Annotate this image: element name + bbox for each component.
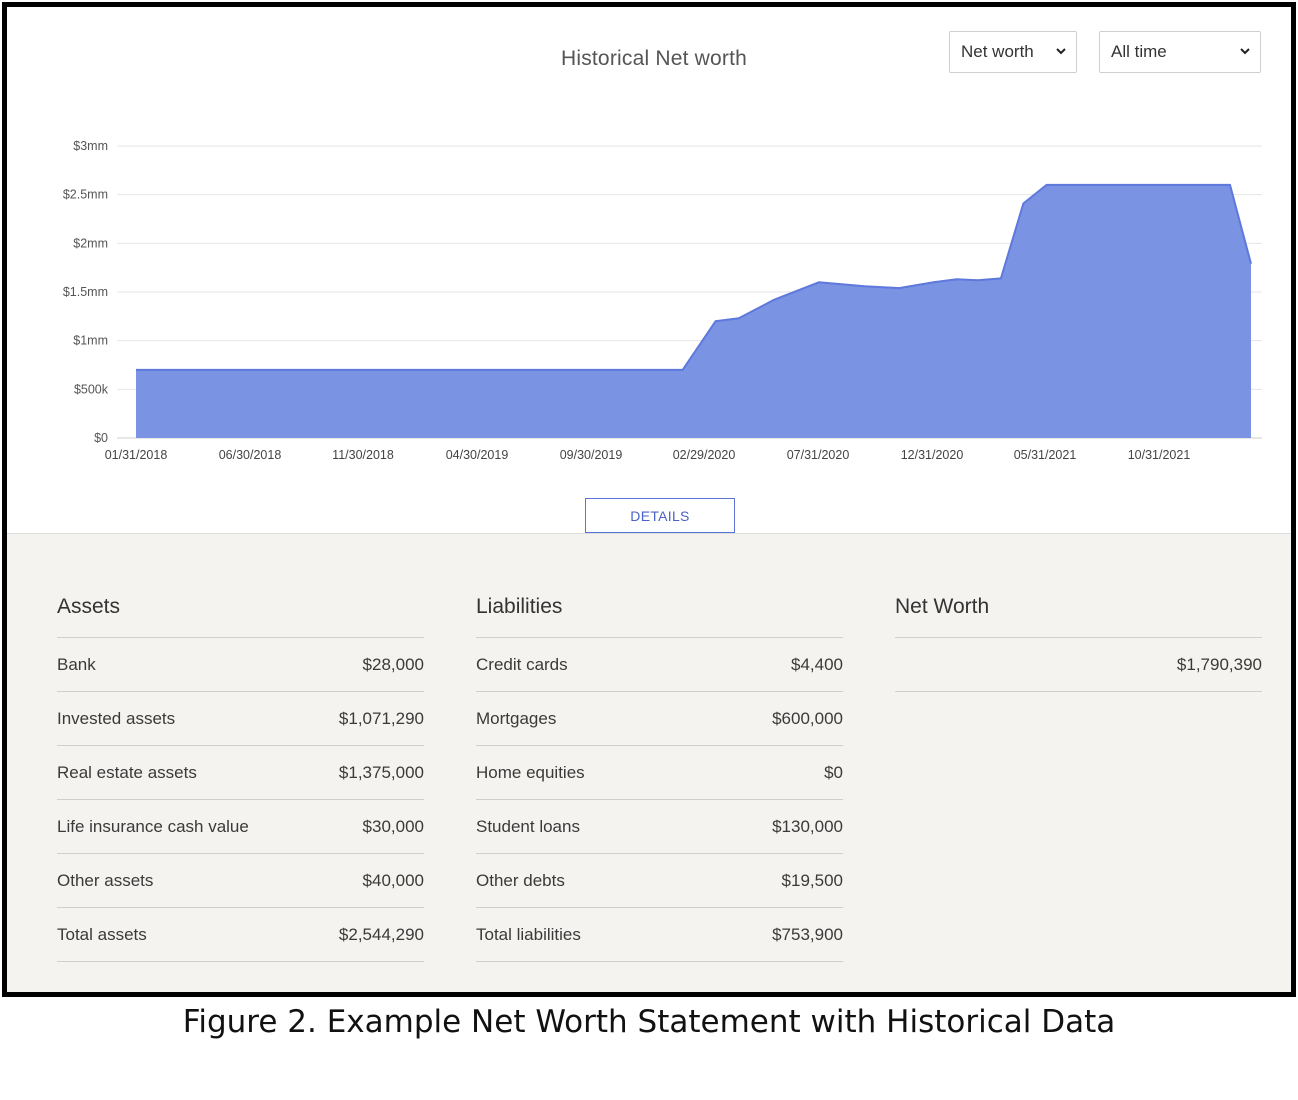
assets-row: Bank $28,000 xyxy=(57,638,424,692)
assets-row-label: Real estate assets xyxy=(57,762,197,782)
x-tick-label: 09/30/2019 xyxy=(560,448,623,462)
x-tick-label: 06/30/2018 xyxy=(219,448,282,462)
y-axis-ticks: $0 $500k $1mm $1.5mm $2mm $2.5mm $3mm xyxy=(63,139,109,445)
net-worth-area xyxy=(136,184,1251,438)
liabilities-row: Mortgages $600,000 xyxy=(476,692,843,746)
chevron-down-icon xyxy=(1240,48,1250,55)
x-tick-label: 01/31/2018 xyxy=(105,448,168,462)
y-tick-label: $1.5mm xyxy=(63,285,108,299)
net-worth-line xyxy=(136,183,1252,371)
assets-row-value: $1,071,290 xyxy=(338,708,424,728)
liabilities-row-label: Total liabilities xyxy=(476,924,581,944)
assets-row: Invested assets $1,071,290 xyxy=(57,692,424,746)
assets-heading: Assets xyxy=(57,534,424,638)
x-tick-label: 10/31/2021 xyxy=(1128,448,1191,462)
metric-select-value: Net worth xyxy=(961,42,1034,61)
y-tick-label: $0 xyxy=(94,431,108,445)
range-select-value: All time xyxy=(1111,42,1167,61)
liabilities-row-label: Home equities xyxy=(476,762,585,782)
assets-row-label: Total assets xyxy=(57,924,147,944)
assets-row-label: Life insurance cash value xyxy=(57,816,249,836)
y-tick-label: $2.5mm xyxy=(63,188,108,202)
assets-row-label: Invested assets xyxy=(57,708,176,728)
assets-row-label: Bank xyxy=(57,654,96,674)
net-worth-heading: Net Worth xyxy=(895,534,1262,638)
x-tick-label: 05/31/2021 xyxy=(1014,448,1077,462)
x-axis-ticks: 01/31/2018 06/30/2018 11/30/2018 04/30/2019… xyxy=(105,448,1191,462)
net-worth-value: $1,790,390 xyxy=(1176,654,1262,674)
liabilities-row-label: Other debts xyxy=(476,870,565,890)
range-select[interactable]: All time xyxy=(1099,31,1261,73)
net-worth-statement: Historical Net worth Net worth All time … xyxy=(2,2,1296,997)
y-tick-label: $1mm xyxy=(73,334,108,348)
metric-select[interactable]: Net worth xyxy=(949,31,1077,73)
liabilities-row: Other debts $19,500 xyxy=(476,854,843,908)
liabilities-row-value: $0 xyxy=(824,762,843,782)
chart-panel: Historical Net worth Net worth All time … xyxy=(7,7,1291,533)
liabilities-row-label: Mortgages xyxy=(476,708,557,728)
x-tick-label: 12/31/2020 xyxy=(901,448,964,462)
net-worth-area-chart: $0 $500k $1mm $1.5mm $2mm $2.5mm $3mm 01/31/20… xyxy=(63,139,1262,462)
summary-section: Assets Bank $28,000 Invested assets $1,071,… xyxy=(7,533,1291,992)
x-tick-label: 04/30/2019 xyxy=(446,448,509,462)
assets-row-value: $30,000 xyxy=(362,816,424,836)
liabilities-row-value: $600,000 xyxy=(772,708,843,728)
net-worth-row: $1,790,390 xyxy=(895,638,1262,692)
liabilities-row-value: $19,500 xyxy=(781,870,843,890)
x-tick-label: 11/30/2018 xyxy=(332,448,394,462)
liabilities-heading: Liabilities xyxy=(476,534,843,638)
assets-row: Total assets $2,544,290 xyxy=(57,908,424,962)
figure-caption: Figure 2. Example Net Worth Statement wi… xyxy=(182,1004,1116,1040)
details-button[interactable]: DETAILS xyxy=(585,498,735,533)
net-worth-column: Net Worth $1,790,390 xyxy=(895,534,1262,692)
y-tick-label: $500k xyxy=(74,382,109,396)
assets-row-value: $2,544,290 xyxy=(338,924,424,944)
chart-series xyxy=(136,183,1252,438)
x-tick-label: 07/31/2020 xyxy=(787,448,850,462)
y-tick-label: $3mm xyxy=(73,139,108,153)
liabilities-row-label: Credit cards xyxy=(476,654,568,674)
liabilities-row: Total liabilities $753,900 xyxy=(476,908,843,962)
liabilities-row-value: $130,000 xyxy=(772,816,843,836)
liabilities-row-value: $753,900 xyxy=(772,924,843,944)
liabilities-row-value: $4,400 xyxy=(791,654,843,674)
liabilities-column: Liabilities Credit cards $4,400 Mortgages $… xyxy=(476,534,843,962)
liabilities-row: Credit cards $4,400 xyxy=(476,638,843,692)
assets-row-value: $1,375,000 xyxy=(338,762,424,782)
assets-column: Assets Bank $28,000 Invested assets $1,071,… xyxy=(57,534,424,962)
assets-row: Real estate assets $1,375,000 xyxy=(57,746,424,800)
liabilities-row: Home equities $0 xyxy=(476,746,843,800)
chevron-down-icon xyxy=(1056,48,1066,55)
liabilities-row-label: Student loans xyxy=(476,816,580,836)
assets-row: Life insurance cash value $30,000 xyxy=(57,800,424,854)
assets-row-value: $28,000 xyxy=(362,654,424,674)
liabilities-row: Student loans $130,000 xyxy=(476,800,843,854)
assets-row-label: Other assets xyxy=(57,870,154,890)
assets-row: Other assets $40,000 xyxy=(57,854,424,908)
y-tick-label: $2mm xyxy=(73,236,108,250)
x-tick-label: 02/29/2020 xyxy=(673,448,736,462)
assets-row-value: $40,000 xyxy=(362,870,424,890)
chart-title: Historical Net worth xyxy=(560,47,748,70)
